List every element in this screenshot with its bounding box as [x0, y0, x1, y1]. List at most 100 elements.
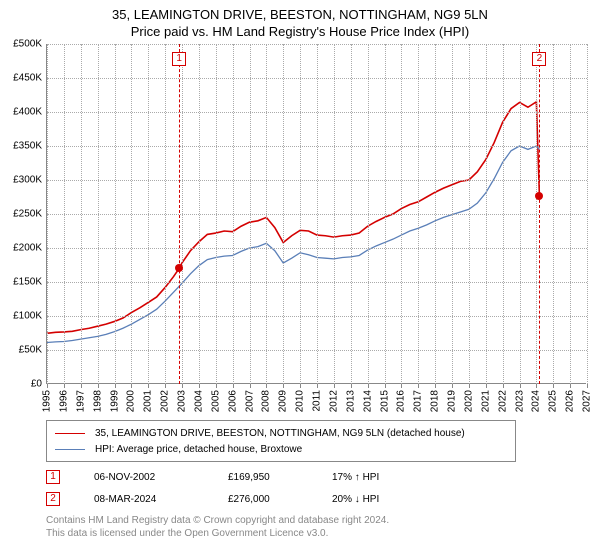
grid-line-v: [182, 44, 183, 384]
grid-line-v: [401, 44, 402, 384]
y-tick-label: £250K: [13, 209, 42, 220]
grid-line-v: [216, 44, 217, 384]
chart-area: £0£50K£100K£150K£200K£250K£300K£350K£400…: [46, 44, 586, 384]
x-tick-label: 2013: [345, 390, 356, 412]
marker-dot-2: [535, 192, 543, 200]
plot-area: £0£50K£100K£150K£200K£250K£300K£350K£400…: [46, 44, 586, 384]
title-line-2: Price paid vs. HM Land Registry's House …: [0, 23, 600, 40]
x-tick: [64, 384, 65, 388]
marker-box-2: 2: [532, 52, 546, 66]
x-tick: [520, 384, 521, 388]
annotation-row-1: 1 06-NOV-2002 £169,950 17% ↑ HPI: [46, 466, 412, 488]
x-tick: [452, 384, 453, 388]
x-tick: [165, 384, 166, 388]
x-tick: [317, 384, 318, 388]
grid-line-v: [435, 44, 436, 384]
annotation-date: 06-NOV-2002: [94, 472, 194, 483]
annotation-date: 08-MAR-2024: [94, 494, 194, 505]
y-tick-label: £400K: [13, 107, 42, 118]
legend-box: 35, LEAMINGTON DRIVE, BEESTON, NOTTINGHA…: [46, 420, 516, 462]
x-tick-label: 2008: [261, 390, 272, 412]
legend-swatch: [55, 449, 85, 450]
grid-line-v: [300, 44, 301, 384]
grid-line-v: [266, 44, 267, 384]
x-tick: [469, 384, 470, 388]
grid-line-v: [334, 44, 335, 384]
x-tick-label: 2010: [295, 390, 306, 412]
annotation-marker: 2: [46, 492, 60, 506]
x-tick: [401, 384, 402, 388]
y-tick-label: £150K: [13, 277, 42, 288]
x-tick: [47, 384, 48, 388]
grid-line-v: [368, 44, 369, 384]
legend-row: HPI: Average price, detached house, Brox…: [55, 441, 507, 457]
y-tick-label: £50K: [19, 345, 42, 356]
marker-vline-2: [539, 44, 540, 384]
x-tick-label: 2014: [362, 390, 373, 412]
x-tick: [250, 384, 251, 388]
x-tick-label: 2012: [328, 390, 339, 412]
x-tick-label: 2004: [193, 390, 204, 412]
marker-dot-1: [175, 264, 183, 272]
x-tick: [98, 384, 99, 388]
x-tick: [115, 384, 116, 388]
legend-label: HPI: Average price, detached house, Brox…: [95, 444, 302, 455]
x-tick: [266, 384, 267, 388]
x-tick-label: 2026: [565, 390, 576, 412]
footnote-line-2: This data is licensed under the Open Gov…: [46, 527, 389, 540]
x-tick: [351, 384, 352, 388]
x-tick: [199, 384, 200, 388]
x-tick-label: 1997: [75, 390, 86, 412]
x-tick-label: 1999: [109, 390, 120, 412]
footnote: Contains HM Land Registry data © Crown c…: [46, 514, 389, 540]
x-tick-label: 2024: [531, 390, 542, 412]
x-tick: [148, 384, 149, 388]
x-tick: [435, 384, 436, 388]
legend-label: 35, LEAMINGTON DRIVE, BEESTON, NOTTINGHA…: [95, 428, 465, 439]
x-tick-label: 2016: [396, 390, 407, 412]
annotation-marker: 1: [46, 470, 60, 484]
x-tick: [385, 384, 386, 388]
grid-line-v: [131, 44, 132, 384]
grid-line-v: [469, 44, 470, 384]
x-tick-label: 2019: [447, 390, 458, 412]
x-tick: [131, 384, 132, 388]
annotation-diff: 17% ↑ HPI: [332, 472, 412, 483]
x-tick: [182, 384, 183, 388]
x-tick-label: 2017: [413, 390, 424, 412]
grid-line-v: [385, 44, 386, 384]
x-tick-label: 2022: [497, 390, 508, 412]
x-tick: [300, 384, 301, 388]
x-tick: [216, 384, 217, 388]
grid-line-v: [47, 44, 48, 384]
x-tick-label: 2002: [160, 390, 171, 412]
title-block: 35, LEAMINGTON DRIVE, BEESTON, NOTTINGHA…: [0, 0, 600, 40]
x-tick-label: 2000: [126, 390, 137, 412]
grid-line-v: [81, 44, 82, 384]
x-tick: [570, 384, 571, 388]
x-tick: [503, 384, 504, 388]
grid-line-v: [317, 44, 318, 384]
x-tick-label: 2023: [514, 390, 525, 412]
grid-line-v: [165, 44, 166, 384]
grid-line-v: [486, 44, 487, 384]
x-tick-label: 2007: [244, 390, 255, 412]
y-tick-label: £100K: [13, 311, 42, 322]
x-tick-label: 1996: [58, 390, 69, 412]
x-tick: [587, 384, 588, 388]
annotation-table: 1 06-NOV-2002 £169,950 17% ↑ HPI 2 08-MAR-202…: [46, 466, 412, 510]
x-tick: [418, 384, 419, 388]
x-tick-label: 2018: [430, 390, 441, 412]
annotation-price: £169,950: [228, 472, 298, 483]
x-tick: [368, 384, 369, 388]
x-tick: [81, 384, 82, 388]
grid-line-v: [503, 44, 504, 384]
title-line-1: 35, LEAMINGTON DRIVE, BEESTON, NOTTINGHA…: [0, 6, 600, 23]
grid-line-v: [418, 44, 419, 384]
annotation-price: £276,000: [228, 494, 298, 505]
x-tick-label: 2027: [582, 390, 593, 412]
footnote-line-1: Contains HM Land Registry data © Crown c…: [46, 514, 389, 527]
x-tick: [486, 384, 487, 388]
marker-vline-1: [179, 44, 180, 384]
legend-row: 35, LEAMINGTON DRIVE, BEESTON, NOTTINGHA…: [55, 425, 507, 441]
